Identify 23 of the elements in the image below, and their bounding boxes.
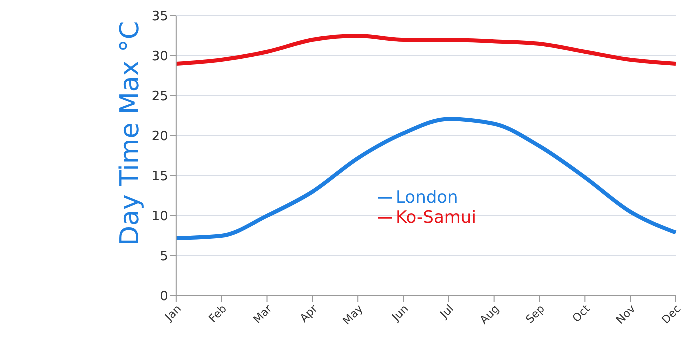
x-tick-label: Sep [524, 302, 548, 326]
y-axis-title: Day Time Max °C [116, 21, 146, 246]
x-tick-label: Dec [659, 302, 684, 327]
x-tick-label: Apr [298, 302, 321, 326]
x-tick-label: Jan [162, 302, 184, 324]
legend-label: London [396, 188, 458, 208]
y-tick-label: 5 [160, 250, 168, 265]
y-tick-label: 35 [152, 10, 168, 25]
line-series [174, 34, 678, 66]
y-tick-label: 15 [152, 170, 168, 185]
legend-label: Ko-Samui [396, 208, 476, 228]
x-tick-label: Jul [437, 302, 457, 322]
x-tick-label: Mar [251, 302, 276, 326]
x-tick-label: Jun [389, 302, 412, 325]
x-tick-label: Oct [570, 302, 594, 326]
y-tick-label: 25 [152, 90, 168, 105]
x-tick-label: Nov [614, 302, 639, 327]
y-tick-label: 10 [152, 210, 168, 225]
y-tick-label: 20 [152, 130, 168, 145]
y-tick-label: 30 [152, 50, 168, 65]
y-tick-label: 0 [160, 290, 168, 305]
x-tick-label: Feb [206, 302, 230, 326]
line-series [174, 117, 678, 240]
